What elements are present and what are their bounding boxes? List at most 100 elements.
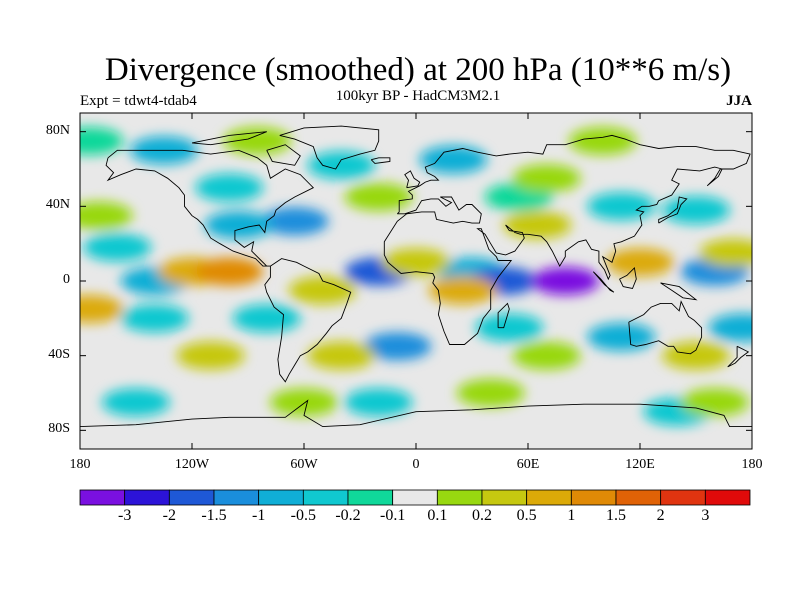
coastline-baffin [266,144,301,166]
colorbar-label: -0.1 [379,507,406,524]
season-label: JJA [726,93,752,109]
coastline-borneo [619,266,637,290]
field-blob [232,304,301,333]
coastline-north-america [105,149,315,267]
colorbar-label: -2 [162,507,176,524]
colorbar-swatch [302,489,349,506]
coastline-sumatra [592,271,615,293]
field-blob [176,341,245,370]
lat-label: 40N [45,197,70,213]
field-blob [587,323,656,351]
field-blob [587,192,656,221]
coastline-eurasia-africa [383,134,751,345]
divergence-field [80,127,752,426]
colorbar-label: 1 [567,507,576,524]
coastlines [80,125,752,428]
field-blob [270,388,338,417]
page-title: Divergence (smoothed) at 200 hPa (10**6 … [104,52,732,88]
field-blob [531,267,600,295]
field-blob [382,248,450,277]
field-blob [503,211,572,239]
field-blob [680,388,749,417]
colorbar-swatch [347,489,394,506]
colorbar-label: 0.1 [427,507,448,524]
field-blob [195,257,264,286]
lon-label: 120E [625,457,655,472]
field-blob [699,239,752,267]
lon-label: 60E [516,457,540,472]
field-blob [80,295,124,323]
field-blob [307,151,376,180]
colorbar-swatch [481,489,528,506]
field-blob [344,183,413,211]
colorbar-label: 1.5 [606,507,626,524]
colorbar-swatch [660,489,706,506]
field-blob [307,341,376,370]
coastline-south-america [264,258,352,383]
field-blob [195,173,264,202]
field-blob [475,313,544,342]
colorbar [79,489,751,506]
colorbar-swatch [704,489,751,506]
lon-label: 60W [290,457,318,472]
colorbar-label: 2 [656,507,665,524]
field-blob [662,341,730,370]
field-blob [120,304,189,333]
coastline-uk [404,170,421,189]
field-blob [80,127,124,155]
coastline-antarctica [80,399,752,428]
field-blob [456,379,525,407]
field-blob [606,248,674,277]
field-blob [344,388,413,417]
field-blob [102,388,170,417]
axis-ticks [79,113,753,449]
coastline-iceland [370,157,391,164]
lat-label: 80S [48,421,70,437]
lon-label: 180 [741,457,763,472]
coastline-australia [628,300,703,355]
colorbar-swatch [124,489,170,506]
field-blob [419,145,488,174]
colorbar-swatch [79,489,126,506]
colorbar-label: 3 [701,507,710,524]
colorbar-label: 0.2 [472,507,492,524]
field-blob [428,276,497,305]
colorbar-swatch [213,489,260,506]
colorbar-swatch [615,489,662,506]
colorbar-label: -0.5 [290,507,316,524]
coastline-new-guinea [660,282,698,301]
colorbar-swatch [392,489,438,506]
colorbar-swatch [570,489,617,506]
coastline-arctic-islands [191,131,267,146]
lat-label: 0 [63,272,70,287]
colorbar-label: -3 [117,507,132,524]
lon-label: 180 [69,457,91,472]
colorbar-label: 0.5 [516,507,537,524]
field-blob [512,341,581,370]
lat-label: 80N [45,122,70,138]
colorbar-swatch [258,489,304,506]
field-blob [662,196,730,225]
field-blob [288,276,357,305]
lon-label: 120W [174,457,210,472]
field-blob [260,207,329,236]
coastline-new-zealand [727,345,750,368]
lat-label: 40S [48,346,70,362]
colorbar-label: -0.2 [335,507,361,524]
field-blob [83,233,152,262]
field-blob [708,313,752,342]
coastline-madagascar [497,302,510,329]
colorbar-label: -1 [251,507,266,524]
experiment-label: Expt = tdwt4-tdab4 [80,93,197,109]
field-blob [568,127,637,155]
field-blobs [80,127,752,426]
coastline-greenland [279,125,380,170]
colorbar-swatch [526,489,572,506]
colorbar-swatch [168,489,215,506]
lon-label: 0 [412,457,420,472]
field-blob [80,201,133,230]
subtitle: 100kyr BP - HadCM3M2.1 [335,88,501,104]
colorbar-label: -1.5 [201,507,227,524]
field-blob [512,164,581,193]
